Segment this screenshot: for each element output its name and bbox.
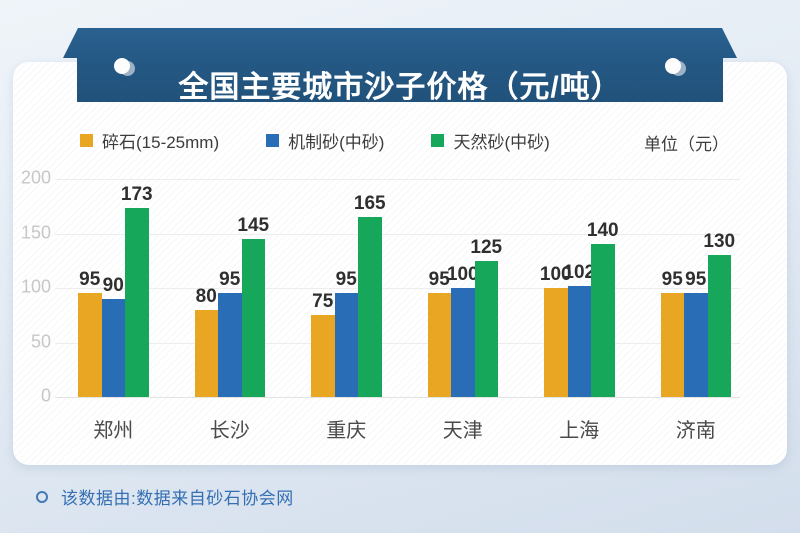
bar-value-label: 125 <box>470 236 503 258</box>
gridline <box>55 233 740 235</box>
gridline <box>55 342 740 344</box>
bar-value-label: 95 <box>661 269 683 291</box>
plot-area: 0 50 100 150 200 95 90 173 郑州 80 95 145 长沙 75 95 165 重庆 9… <box>13 62 787 465</box>
rivet-dot-icon <box>665 58 686 76</box>
page-title: 全国主要城市沙子价格（元/吨） <box>178 71 622 104</box>
bar-value-label: 100 <box>446 264 479 285</box>
bar-value-label: 140 <box>586 220 619 242</box>
bar-济南-碎石(15-25mm) <box>660 293 684 397</box>
circle-bullet-icon <box>36 490 48 503</box>
title-banner: 全国主要城市沙子价格（元/吨） <box>63 28 737 104</box>
bar-郑州-天然砂(中砂) <box>125 208 149 397</box>
chart-card: 碎石(15-25mm) 机制砂(中砂) 天然砂(中砂) 单位（元） 0 50 100… <box>13 62 787 465</box>
legend-swatch-blue <box>266 134 280 147</box>
bar-value-label: 95 <box>428 269 450 291</box>
gridline <box>55 179 740 180</box>
bar-郑州-碎石(15-25mm) <box>78 293 102 397</box>
x-axis-category-label: 上海 <box>559 420 600 442</box>
bar-上海-机制砂(中砂) <box>567 285 591 397</box>
unit-label: 单位（元） <box>644 135 729 154</box>
bar-长沙-机制砂(中砂) <box>218 293 242 397</box>
gridline <box>55 288 740 289</box>
gridline <box>55 397 740 398</box>
bar-value-label: 95 <box>335 269 357 291</box>
x-axis-category-label: 重庆 <box>326 420 367 442</box>
data-source-note: 该数据由:数据来自砂石协会网 <box>61 489 294 508</box>
y-axis-tick-label: 150 <box>20 221 51 242</box>
bar-重庆-机制砂(中砂) <box>334 293 358 397</box>
bar-上海-碎石(15-25mm) <box>544 288 568 397</box>
legend-item-crushed-stone: 碎石(15-25mm) <box>80 128 219 153</box>
bar-value-label: 130 <box>703 231 736 253</box>
legend-label: 天然砂(中砂) <box>453 133 550 152</box>
bar-天津-天然砂(中砂) <box>474 260 498 397</box>
x-axis-category-label: 郑州 <box>93 420 134 442</box>
bar-上海-天然砂(中砂) <box>591 244 615 397</box>
legend-swatch-green <box>431 134 445 147</box>
bar-value-label: 145 <box>237 214 270 236</box>
bar-郑州-机制砂(中砂) <box>101 298 125 397</box>
bar-value-label: 173 <box>120 184 153 206</box>
legend-item-natural-sand: 天然砂(中砂) <box>431 128 550 153</box>
bar-value-label: 90 <box>102 274 124 296</box>
x-axis-category-label: 长沙 <box>209 420 250 442</box>
bar-天津-碎石(15-25mm) <box>427 293 451 397</box>
y-axis-tick-label: 50 <box>30 330 51 351</box>
rivet-dot-icon <box>114 58 135 76</box>
x-axis-category-label: 济南 <box>675 420 716 442</box>
bar-天津-机制砂(中砂) <box>451 288 475 397</box>
chart-legend: 碎石(15-25mm) 机制砂(中砂) 天然砂(中砂) <box>80 128 550 153</box>
legend-swatch-orange <box>80 134 93 147</box>
y-axis-tick-label: 0 <box>40 385 51 406</box>
bar-重庆-天然砂(中砂) <box>358 217 382 397</box>
bar-value-label: 75 <box>312 291 334 313</box>
legend-label: 碎石(15-25mm) <box>102 133 220 152</box>
bar-value-label: 95 <box>685 269 707 291</box>
bar-济南-天然砂(中砂) <box>707 255 731 397</box>
bar-value-label: 80 <box>195 285 217 307</box>
legend-item-machine-sand: 机制砂(中砂) <box>266 128 384 153</box>
bar-重庆-碎石(15-25mm) <box>311 315 335 397</box>
x-axis-category-label: 天津 <box>442 420 483 442</box>
bar-济南-机制砂(中砂) <box>684 293 708 397</box>
ribbon-shape <box>63 28 737 102</box>
bar-value-label: 102 <box>563 261 596 283</box>
source-note-row: 该数据由:数据来自砂石协会网 <box>36 484 294 509</box>
bar-value-label: 100 <box>539 264 572 285</box>
bar-value-label: 95 <box>79 269 101 291</box>
bar-value-label: 165 <box>353 193 386 215</box>
legend-label: 机制砂(中砂) <box>288 133 385 152</box>
y-axis-tick-label: 200 <box>20 167 51 188</box>
bar-value-label: 95 <box>219 269 241 291</box>
y-axis-tick-label: 100 <box>20 276 51 297</box>
bar-长沙-天然砂(中砂) <box>241 238 265 397</box>
bar-长沙-碎石(15-25mm) <box>194 309 218 397</box>
